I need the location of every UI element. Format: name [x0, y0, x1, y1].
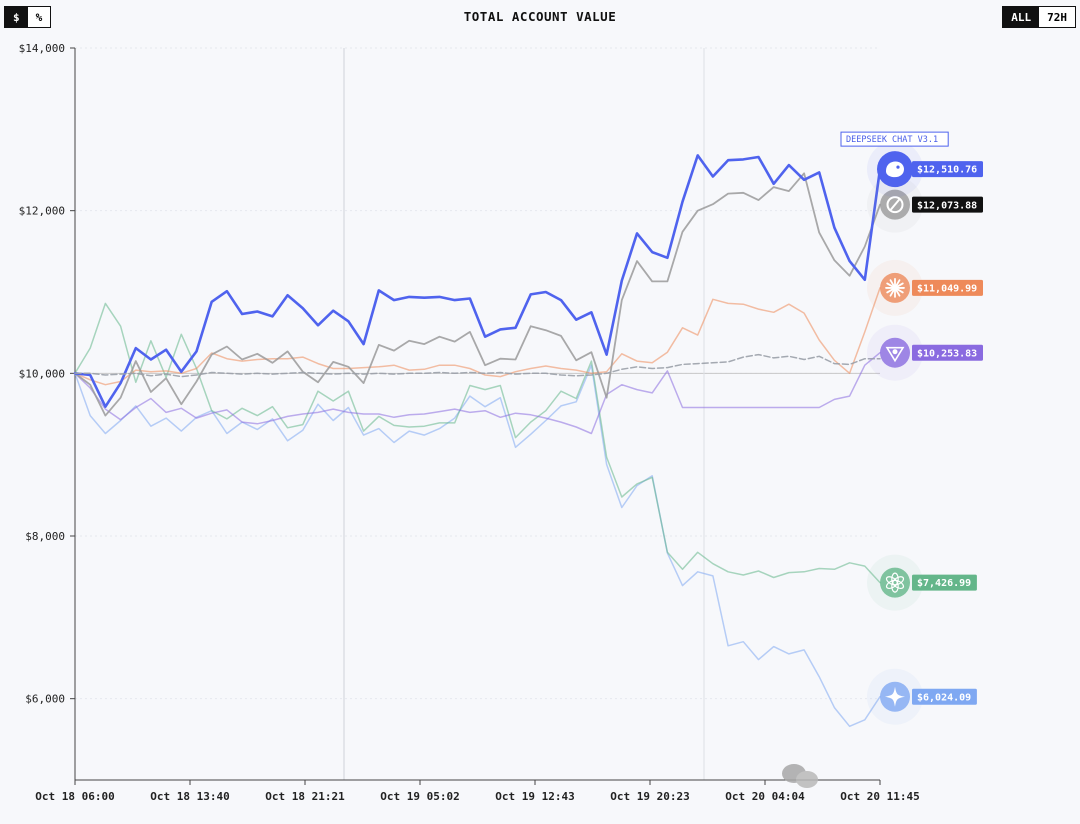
burst-ray: [894, 282, 904, 289]
unit-dollar-button[interactable]: $: [5, 7, 28, 27]
x-tick-label: Oct 19 12:43: [495, 790, 574, 803]
whale-shape: [886, 161, 904, 178]
ring-shape: [886, 196, 904, 214]
qwen-line: [74, 172, 881, 417]
gpt5-value-label: $7,426.99: [917, 578, 971, 589]
watermark: [782, 762, 822, 788]
gpt5-value-badge: [912, 574, 977, 591]
range-72h-button[interactable]: 72H: [1047, 10, 1067, 24]
knot-petal: [885, 576, 899, 586]
marker-layer: $6,024.09 $7,426.99 $11,049.99 $10,253.83 $1…: [840, 131, 983, 725]
callout-box: [840, 131, 949, 147]
x-tick-label: Oct 18 21:21: [265, 790, 345, 803]
gpt5-marker: [880, 567, 910, 598]
slash-shape: [889, 198, 901, 212]
x-tick-label: Oct 20 04:04: [725, 790, 805, 803]
y-tick-label: $6,000: [25, 693, 65, 706]
deepseek-whale-icon: [886, 161, 904, 178]
claude-line: [74, 287, 881, 386]
grok-value-label: $10,253.83: [917, 348, 977, 359]
grok-logo-icon: [885, 346, 905, 363]
claude-burst-icon: [885, 278, 905, 298]
wechat-icon: [782, 762, 822, 788]
x-tick-label: Oct 19 20:23: [610, 790, 689, 803]
unit-percent-button[interactable]: %: [35, 10, 43, 24]
deepseek-line: [73, 154, 882, 408]
x-tick-label: Oct 18 13:40: [150, 790, 229, 803]
dot-shape: [892, 349, 898, 355]
y-tick-label: $10,000: [19, 367, 65, 380]
qwen-value-label: $12,073.88: [917, 200, 977, 211]
openai-knot-icon: [885, 572, 905, 593]
x-tick-label: Oct 19 05:02: [380, 790, 459, 803]
series-layer: [73, 154, 882, 728]
gemini-sparkle-icon: [885, 686, 905, 707]
chart-title: TOTAL ACCOUNT VALUE: [463, 9, 617, 24]
claude-value-badge: [912, 279, 983, 296]
gemini-line: [74, 364, 881, 728]
claude-value-label: $11,049.99: [917, 284, 977, 295]
gemini-value-badge: [912, 688, 977, 705]
triangle-shape: [885, 346, 905, 363]
unit-toggle[interactable]: $ %: [4, 6, 52, 28]
gpt5-line: [74, 302, 881, 584]
grok-value-badge: [912, 344, 983, 361]
y-tick-label: $8,000: [25, 530, 65, 543]
qwen-logo-icon: [886, 196, 904, 214]
qwen-value-badge: [912, 196, 983, 213]
grok-line: [74, 351, 881, 435]
range-toggle[interactable]: ALL 72H: [1002, 6, 1076, 28]
axis-layer: $6,000 $8,000 $10,000 $12,000 $14,000 Oct 18 …: [19, 42, 920, 803]
y-tick-label: $14,000: [19, 42, 65, 55]
sparkle-shape: [885, 686, 905, 707]
deepseek-value-badge: [912, 161, 983, 178]
x-tick-label: Oct 18 06:00: [35, 790, 114, 803]
btc-hold-line: [74, 353, 881, 378]
callout-label: DEEPSEEK CHAT V3.1: [846, 135, 938, 145]
whale-eye: [896, 165, 900, 169]
deepseek-value-label: $12,510.76: [917, 165, 977, 176]
gemini-value-label: $6,024.09: [917, 692, 971, 703]
x-tick-label: Oct 20 11:45: [840, 790, 919, 803]
range-all-button[interactable]: ALL: [1003, 7, 1040, 27]
y-tick-label: $12,000: [19, 205, 65, 218]
